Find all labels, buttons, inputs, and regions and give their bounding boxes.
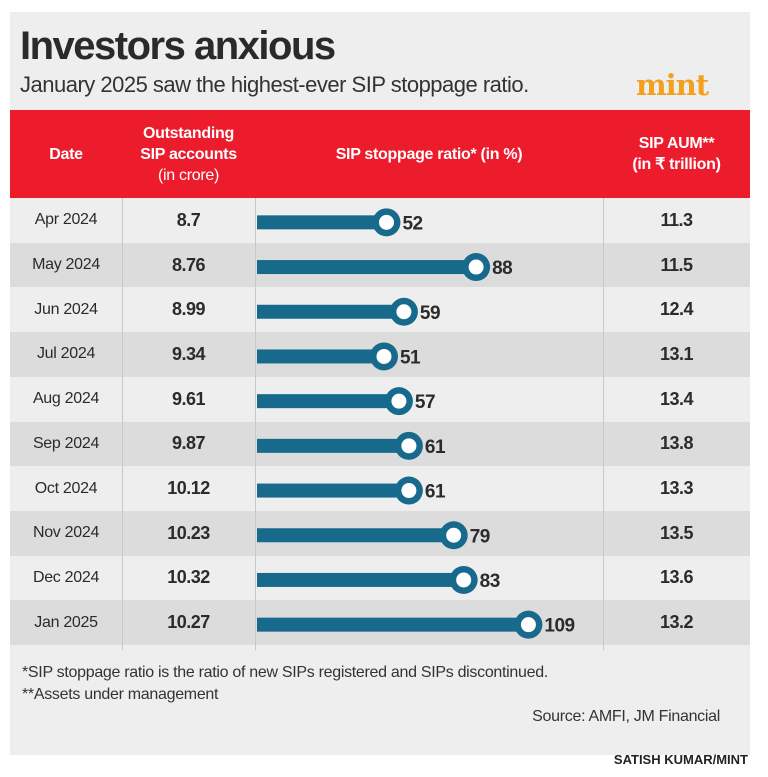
ratio-marker-center <box>468 259 484 275</box>
ratio-bar <box>257 215 387 230</box>
column-divider <box>122 198 123 650</box>
header-aum-line1: SIP AUM** <box>638 135 715 152</box>
cell-date: Jul 2024 <box>36 345 96 363</box>
ratio-label: 51 <box>400 347 421 368</box>
table-row: May 2024 8.76 11.5 <box>10 242 750 288</box>
ratio-bar <box>257 349 384 364</box>
ratio-marker-center <box>456 572 472 588</box>
ratio-label: 88 <box>492 258 512 279</box>
cell-date: Jan 2025 <box>34 613 98 631</box>
ratio-label: 61 <box>425 482 446 503</box>
ratio-bar <box>257 394 399 409</box>
footnote-aum: **Assets under management <box>22 686 219 703</box>
cell-aum: 13.1 <box>659 343 694 364</box>
subtitle: January 2025 saw the highest-ever SIP st… <box>20 72 529 97</box>
ratio-bar <box>257 617 529 632</box>
ratio-label: 83 <box>480 571 500 592</box>
cell-aum: 13.5 <box>659 522 694 543</box>
header-accounts-line3: (in crore) <box>157 166 219 184</box>
ratio-bar-group: 83 <box>257 565 500 594</box>
cell-aum: 13.4 <box>659 388 694 409</box>
cell-aum: 11.5 <box>660 254 693 275</box>
ratio-bar <box>257 260 477 275</box>
cell-date: Oct 2024 <box>34 479 98 497</box>
header-ratio: SIP stoppage ratio* (in %) <box>335 145 523 163</box>
ratio-bar-group: 61 <box>257 476 446 505</box>
footnote-ratio: *SIP stoppage ratio is the ratio of new … <box>22 664 548 681</box>
ratio-marker-center <box>376 348 392 364</box>
mint-logo: mint <box>636 68 709 102</box>
ratio-bar <box>257 483 409 498</box>
ratio-marker-center <box>378 214 394 230</box>
table-row: Jun 2024 8.99 12.4 <box>10 287 750 332</box>
ratio-bar-group: 79 <box>257 521 490 550</box>
table-header: Date Outstanding SIP accounts (in crore)… <box>10 110 750 198</box>
cell-accounts: 8.7 <box>176 209 201 230</box>
header-accounts-line1: Outstanding <box>143 124 234 142</box>
cell-date: Aug 2024 <box>32 390 100 408</box>
ratio-marker-center <box>391 393 407 409</box>
ratio-label: 109 <box>544 616 574 637</box>
ratio-bar <box>257 438 409 453</box>
ratio-bar-group: 52 <box>257 208 423 237</box>
ratio-marker-center <box>520 617 536 633</box>
header-date: Date <box>49 145 83 163</box>
cell-date: Jun 2024 <box>34 300 98 318</box>
cell-aum: 13.8 <box>659 433 694 454</box>
ratio-marker-center <box>446 527 462 543</box>
table-row: Oct 2024 10.12 13.3 <box>10 466 750 511</box>
page-title: Investors anxious <box>20 24 336 68</box>
column-divider <box>255 198 256 650</box>
ratio-label: 61 <box>425 437 446 458</box>
ratio-marker-center <box>396 304 412 320</box>
ratio-label: 52 <box>402 213 422 234</box>
cell-date: Dec 2024 <box>32 568 100 586</box>
credit: SATISH KUMAR/MINT <box>613 752 748 767</box>
ratio-bar <box>257 304 404 319</box>
ratio-bar-group: 59 <box>257 297 441 326</box>
header-accounts-line2: SIP accounts <box>140 145 237 163</box>
cell-accounts: 9.61 <box>171 388 206 409</box>
cell-aum: 13.2 <box>659 612 694 633</box>
ratio-marker-center <box>401 483 417 499</box>
cell-accounts: 9.87 <box>171 433 206 454</box>
cell-aum: 12.4 <box>659 299 694 320</box>
ratio-label: 57 <box>415 392 435 413</box>
header-aum: SIP AUM** (in ₹ trillion) <box>603 110 750 198</box>
ratio-bar <box>257 572 464 587</box>
cell-accounts: 9.34 <box>171 343 206 364</box>
column-divider <box>603 198 604 650</box>
cell-accounts: 8.76 <box>171 254 206 275</box>
ratio-bar-group: 109 <box>257 610 575 639</box>
cell-aum: 13.3 <box>659 478 694 499</box>
ratio-bar-group: 51 <box>257 342 422 371</box>
source: Source: AMFI, JM Financial <box>532 708 720 725</box>
ratio-bar <box>257 528 454 543</box>
cell-aum: 13.6 <box>659 567 694 588</box>
table-row: Aug 2024 9.61 13.4 <box>10 377 750 422</box>
ratio-bar-group: 57 <box>257 387 436 416</box>
cell-accounts: 10.27 <box>167 612 210 633</box>
cell-accounts: 10.12 <box>167 478 210 499</box>
ratio-marker-center <box>401 438 417 454</box>
cell-date: Sep 2024 <box>32 434 100 452</box>
cell-date: Apr 2024 <box>34 211 98 229</box>
header-accounts: Outstanding SIP accounts (in crore) <box>122 110 255 198</box>
cell-accounts: 10.32 <box>167 567 210 588</box>
cell-accounts: 10.23 <box>167 522 210 543</box>
cell-date: Nov 2024 <box>32 524 100 542</box>
ratio-bar-group: 61 <box>257 431 446 460</box>
cell-date: May 2024 <box>32 256 100 274</box>
stoppage-ratio-chart: 52 88 59 51 57 61 61 79 83 109 <box>257 208 575 639</box>
header-aum-line2: (in ₹ trillion) <box>632 156 721 173</box>
cell-aum: 11.3 <box>660 209 693 230</box>
ratio-label: 59 <box>420 303 440 324</box>
table-row: Dec 2024 10.32 13.6 <box>10 556 750 601</box>
table-row: Apr 2024 8.7 11.3 <box>10 198 750 243</box>
ratio-bar-group: 88 <box>257 253 513 282</box>
cell-accounts: 8.99 <box>171 299 206 320</box>
ratio-label: 79 <box>470 526 490 547</box>
